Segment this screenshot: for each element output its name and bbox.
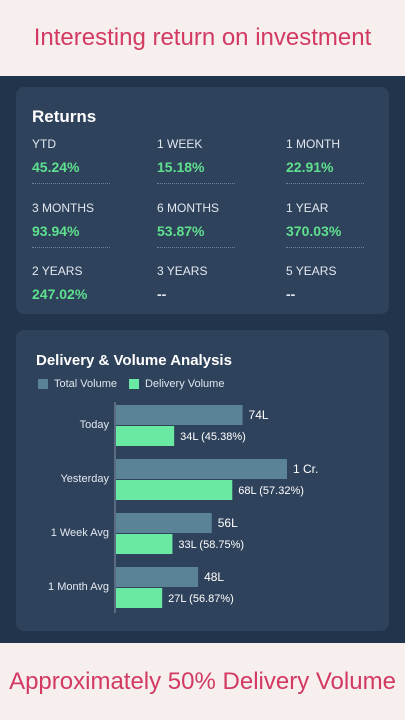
return-label: 1 YEAR: [286, 201, 329, 215]
data-label: 74L: [249, 408, 269, 422]
data-label: 33L (58.75%): [178, 539, 244, 551]
top-banner: Interesting return on investment: [0, 0, 405, 76]
data-label: 34L (45.38%): [180, 431, 246, 443]
legend-swatch-total: [38, 379, 48, 389]
return-value: 22.91%: [286, 159, 334, 175]
data-label: 48L: [204, 570, 224, 584]
legend-item-total-volume: Total Volume: [38, 378, 117, 390]
return-label: 5 YEARS: [286, 264, 337, 278]
delivery-volume-bar: [116, 534, 173, 554]
legend-swatch-delivery: [128, 379, 139, 389]
returns-title: Returns: [32, 107, 97, 126]
bottom-banner: Approximately 50% Delivery Volume: [0, 643, 405, 720]
return-label: 1 WEEK: [157, 137, 203, 151]
return-6-months: 6 MONTHS 53.87%: [157, 201, 267, 248]
return-3-years: 3 YEARS --: [157, 264, 267, 302]
data-label: 1 Cr.: [293, 462, 318, 476]
total-volume-bar: [116, 405, 243, 425]
delivery-volume-bar: [116, 480, 233, 500]
dotted-divider: [157, 183, 235, 184]
dotted-divider: [32, 183, 110, 184]
return-2-years: 2 YEARS 247.02%: [32, 264, 142, 302]
legend-label-total: Total Volume: [54, 378, 117, 390]
return-value: 370.03%: [286, 223, 342, 239]
return-label: 1 MONTH: [286, 137, 340, 151]
delivery-volume-bar: [116, 588, 163, 608]
return-value: 45.24%: [32, 159, 80, 175]
dotted-divider: [32, 247, 110, 248]
category-label: Yesterday: [60, 473, 109, 485]
return-value: --: [157, 286, 167, 302]
delivery-volume-bar: [116, 426, 175, 446]
dotted-divider: [286, 183, 364, 184]
data-label: 27L (56.87%): [168, 593, 234, 605]
total-volume-bar: [116, 513, 212, 533]
total-volume-bar: [116, 567, 199, 587]
return-label: YTD: [32, 137, 56, 151]
return-value: 247.02%: [32, 286, 88, 302]
return-label: 3 YEARS: [157, 264, 208, 278]
return-1-week: 1 WEEK 15.18%: [157, 137, 267, 184]
return-value: 15.18%: [157, 159, 205, 175]
chart-title: Delivery & Volume Analysis: [36, 352, 232, 369]
dotted-divider: [286, 247, 364, 248]
data-label: 68L (57.32%): [238, 485, 304, 497]
return-ytd: YTD 45.24%: [32, 137, 142, 184]
category-label: 1 Month Avg: [48, 581, 109, 593]
delivery-volume-card: Delivery & Volume Analysis Total Volume …: [16, 330, 389, 631]
return-1-month: 1 MONTH 22.91%: [286, 137, 396, 184]
category-label: Today: [80, 419, 110, 431]
dotted-divider: [157, 247, 235, 248]
return-3-months: 3 MONTHS 93.94%: [32, 201, 142, 248]
return-value: 93.94%: [32, 223, 80, 239]
return-value: --: [286, 286, 296, 302]
return-label: 3 MONTHS: [32, 201, 95, 215]
total-volume-bar: [116, 459, 287, 479]
data-label: 56L: [218, 516, 238, 530]
category-label: 1 Week Avg: [51, 527, 109, 539]
legend-item-delivery-volume: Delivery Volume: [128, 378, 225, 390]
returns-card: Returns YTD 45.24% 1 WEEK 15.18% 1 MONTH…: [16, 87, 389, 314]
legend-label-delivery: Delivery Volume: [144, 378, 225, 390]
return-value: 53.87%: [157, 223, 205, 239]
return-label: 6 MONTHS: [157, 201, 220, 215]
chart-legend: Total Volume Delivery Volume: [38, 378, 236, 390]
return-1-year: 1 YEAR 370.03%: [286, 201, 396, 248]
return-5-years: 5 YEARS --: [286, 264, 396, 302]
return-label: 2 YEARS: [32, 264, 83, 278]
